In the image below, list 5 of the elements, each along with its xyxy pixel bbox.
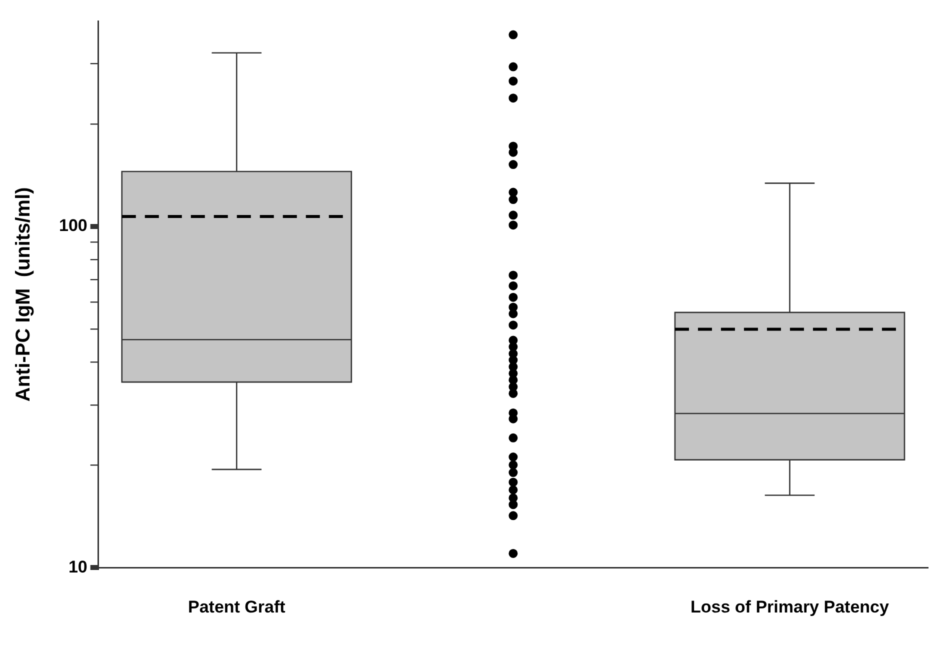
y-tick-label: 100 [58,216,88,236]
y-axis-title: Anti-PC IgM (units/ml) [12,187,35,402]
y-tick-label: 10 [68,557,88,576]
x-tick-label: Loss of Primary Patency [690,597,890,616]
x-tick-label: Patent Graft [188,597,286,616]
